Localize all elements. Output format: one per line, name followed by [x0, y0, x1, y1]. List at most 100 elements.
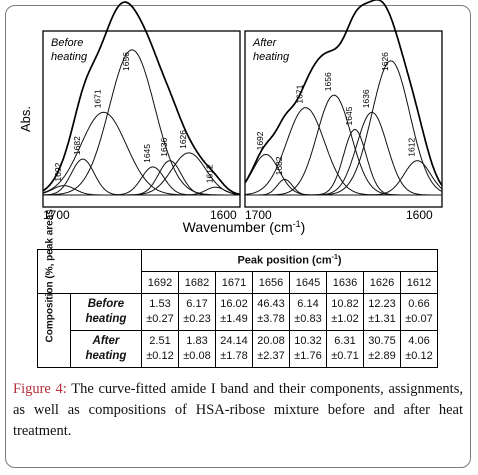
peak-position-header: Peak position (cm-1) [141, 249, 438, 272]
panel-after-title-line1: After [252, 37, 278, 49]
panel-before-title-line1: Before [51, 37, 83, 49]
peak-header-sup: -1 [331, 254, 338, 262]
position-cell-1682: 1682 [178, 271, 216, 294]
after-label-1682: 1682 [274, 156, 284, 175]
value-cell: 16.02 ±1.49 [215, 293, 253, 331]
caption-label: Figure 4: [13, 381, 67, 397]
value-cell: 10.82 ±1.02 [326, 293, 364, 331]
value-mean: 30.75 [368, 335, 396, 347]
value-mean: 12.23 [368, 298, 396, 310]
after-label-1626: 1626 [380, 52, 390, 71]
value-error: ±0.12 [146, 350, 174, 362]
y-axis-label: Abs. [18, 106, 33, 132]
value-error: ±0.27 [146, 313, 174, 325]
value-cell: 12.23 ±1.31 [363, 293, 401, 331]
before-label-1671: 1671 [93, 89, 103, 108]
before-label-1626: 1626 [178, 130, 188, 149]
value-mean: 4.06 [408, 335, 430, 347]
after-component-1612 [245, 160, 443, 196]
value-mean: 10.32 [294, 335, 322, 347]
figure-frame [5, 5, 471, 468]
before-label-1636: 1636 [159, 138, 169, 157]
composition-label-text: Composition (%, peak areas [44, 209, 56, 343]
after-label-1645: 1645 [344, 106, 354, 125]
value-mean: 6.31 [334, 335, 356, 347]
x-tick-after-1600: 1600 [406, 208, 433, 222]
position-cell-1626: 1626 [363, 271, 401, 294]
value-error: ±1.49 [220, 313, 248, 325]
position-cell-1636: 1636 [326, 271, 364, 294]
value-cell: 6.31 ±0.71 [326, 330, 364, 368]
panel-before-frame [42, 30, 241, 208]
x-axis-label-end: ) [301, 219, 306, 235]
after-label-1692: 1692 [255, 131, 265, 150]
position-cell-1612: 1612 [400, 271, 438, 294]
value-error: ±0.12 [405, 350, 433, 362]
value-cell: 6.17 ±0.23 [178, 293, 216, 331]
value-cell: 6.14 ±0.83 [289, 293, 327, 331]
value-cell: 1.83 ±0.08 [178, 330, 216, 368]
value-mean: 1.53 [149, 298, 171, 310]
value-error: ±1.76 [294, 350, 322, 362]
value-cell: 0.66 ±0.07 [400, 293, 438, 331]
value-mean: 6.17 [186, 298, 208, 310]
panel-after-title-line2: heating [253, 51, 290, 63]
value-error: ±0.08 [183, 350, 211, 362]
position-cell-1656: 1656 [252, 271, 290, 294]
x-tick-before-1600: 1600 [210, 208, 237, 222]
value-mean: 10.82 [331, 298, 359, 310]
caption-text: The curve-fitted amide I band and their … [13, 381, 463, 439]
value-error: ±2.37 [257, 350, 285, 362]
before-label-1682: 1682 [72, 136, 82, 155]
peak-header-text: Peak position (cm [237, 254, 332, 267]
value-error: ±0.07 [405, 313, 433, 325]
value-cell: 10.32 ±1.76 [289, 330, 327, 368]
position-cell-1692: 1692 [141, 271, 179, 294]
value-mean: 1.83 [186, 335, 208, 347]
value-error: ±0.83 [294, 313, 322, 325]
position-cell-1671: 1671 [215, 271, 253, 294]
value-error: ±1.78 [220, 350, 248, 362]
after-envelope-curve [244, 0, 443, 186]
before-envelope-curve [42, 1, 241, 196]
value-mean: 0.66 [408, 298, 430, 310]
value-error: ±2.89 [368, 350, 396, 362]
value-mean: 16.02 [220, 298, 248, 310]
condition-before: Before heating [69, 293, 143, 331]
x-tick-after-1700: 1700 [245, 208, 272, 222]
after-label-1656: 1656 [323, 72, 333, 91]
value-mean: 6.14 [297, 298, 319, 310]
position-cell-1645: 1645 [289, 271, 327, 294]
table-corner [37, 249, 142, 294]
position-row: 1692 1682 1671 1656 1645 1636 1626 1612 [38, 271, 438, 294]
value-cell: 4.06 ±0.12 [400, 330, 438, 368]
x-axis-label: Wavenumber (cm-1) [183, 219, 306, 235]
condition-after: After heating [69, 330, 143, 368]
before-label-1645: 1645 [142, 144, 152, 163]
after-label-1612: 1612 [406, 138, 416, 157]
before-label-1612: 1612 [204, 164, 214, 183]
value-error: ±1.02 [331, 313, 359, 325]
after-label-1636: 1636 [361, 89, 371, 108]
x-axis-label-sup: -1 [293, 219, 301, 229]
value-cell: 2.51 ±0.12 [141, 330, 179, 368]
value-cell: 30.75 ±2.89 [363, 330, 401, 368]
figure-caption: Figure 4: The curve-fitted amide I band … [13, 379, 463, 442]
panel-before-title-line2: heating [51, 51, 88, 63]
value-cell: 46.43 ±3.78 [252, 293, 290, 331]
value-error: ±1.31 [368, 313, 396, 325]
value-mean: 20.08 [257, 335, 285, 347]
peak-header-end: ) [337, 254, 342, 267]
x-tick-before-1700: 1700 [43, 208, 70, 222]
value-mean: 24.14 [220, 335, 248, 347]
value-cell: 24.14 ±1.78 [215, 330, 253, 368]
value-error: ±3.78 [257, 313, 285, 325]
composition-table: Peak position (cm-1) 1692 1682 1671 1656 164… [37, 209, 438, 368]
before-label-1656: 1656 [121, 52, 131, 71]
x-axis-label-main: Wavenumber (cm [183, 219, 293, 235]
before-component-1612 [43, 186, 240, 196]
composition-label: Composition (%, peak areas [37, 209, 71, 368]
panel-after-frame [244, 30, 443, 208]
